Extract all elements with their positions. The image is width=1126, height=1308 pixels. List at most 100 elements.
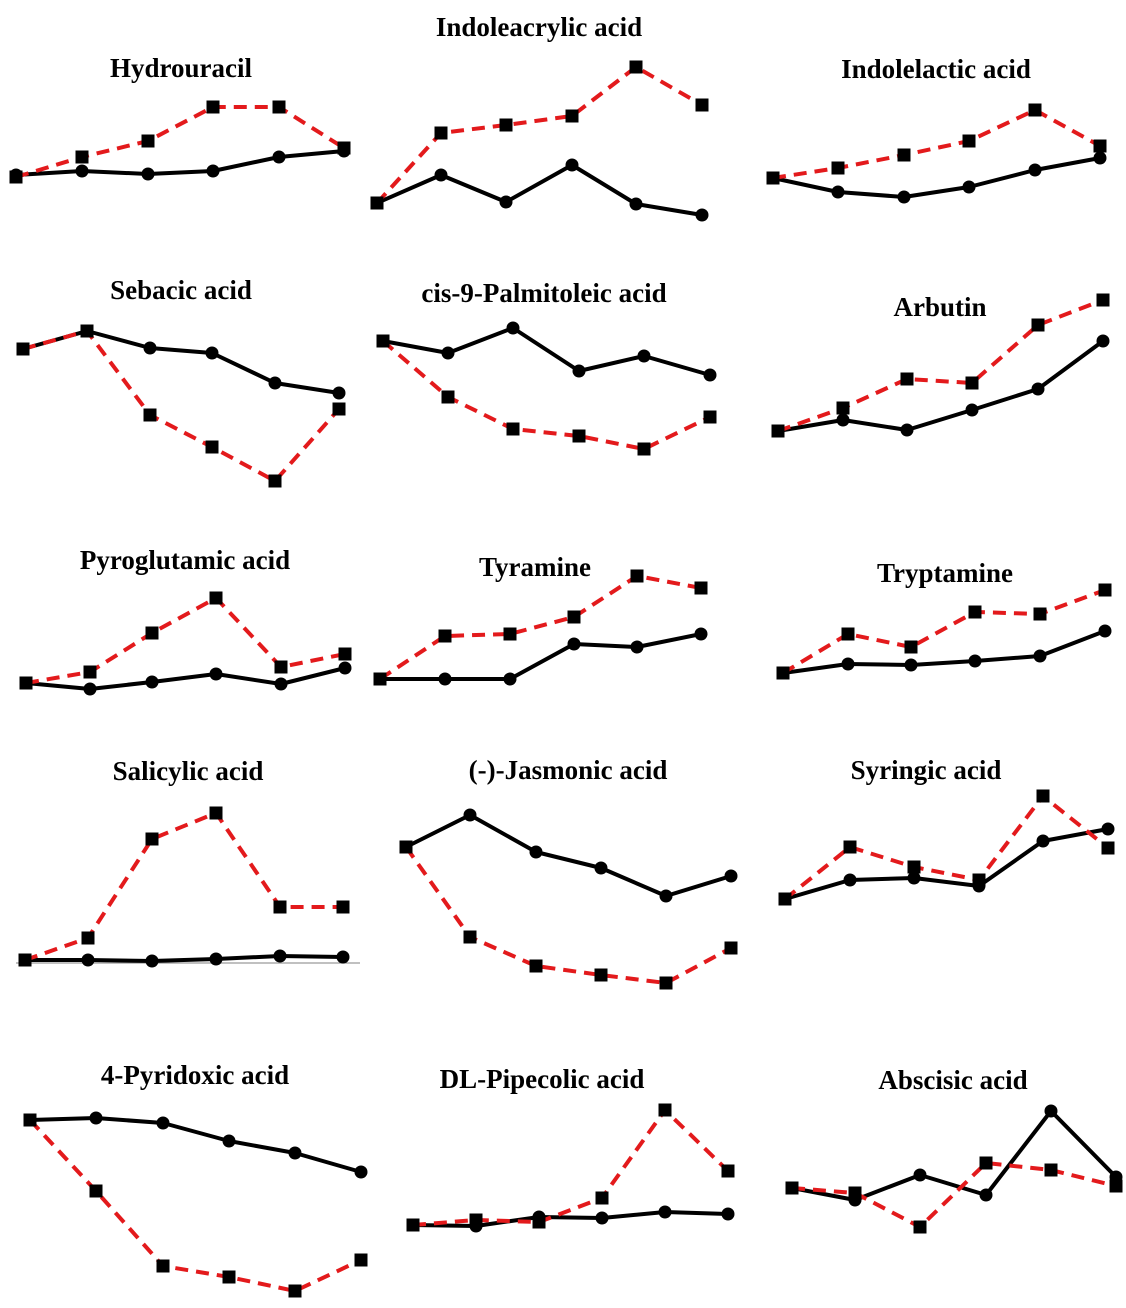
series-line-solid — [25, 666, 346, 691]
data-point-circle — [499, 195, 513, 209]
data-point-square — [1093, 139, 1107, 153]
data-point-circle — [206, 164, 220, 178]
panel-title: Arbutin — [893, 292, 986, 322]
data-point-square — [724, 941, 738, 955]
panel-title: DL-Pipecolic acid — [440, 1064, 645, 1094]
data-point-square — [841, 627, 855, 641]
data-point-square — [1036, 789, 1050, 803]
data-point-square — [399, 840, 413, 854]
series-line-dashed — [24, 811, 343, 962]
data-point-square — [630, 569, 644, 583]
data-point-circle — [1098, 624, 1112, 638]
data-point-circle — [222, 1134, 236, 1148]
data-point-square — [721, 1164, 735, 1178]
data-point-square — [659, 976, 673, 990]
data-point-square — [1033, 607, 1047, 621]
series-line-dashed — [15, 105, 346, 179]
data-point-square — [913, 1220, 927, 1234]
series-line-dashed — [28, 1118, 362, 1293]
series-line-solid — [382, 326, 711, 377]
data-point-square — [1098, 583, 1112, 597]
series-line-solid — [791, 1109, 1118, 1202]
data-point-circle — [1028, 163, 1042, 177]
series-line-solid — [376, 163, 703, 217]
data-point-circle — [637, 349, 651, 363]
data-point-circle — [141, 167, 155, 181]
data-point-square — [776, 666, 790, 680]
data-point-square — [23, 1113, 37, 1127]
panel-title: Indolelactic acid — [841, 54, 1031, 84]
data-point-circle — [272, 150, 286, 164]
panel-3: Sebacic acid — [16, 275, 346, 488]
data-point-square — [80, 324, 94, 338]
data-point-circle — [565, 158, 579, 172]
data-point-circle — [694, 627, 708, 641]
series-line-dashed — [777, 298, 1104, 433]
data-point-square — [89, 1184, 103, 1198]
data-point-square — [434, 126, 448, 140]
data-point-square — [907, 860, 921, 874]
series-line-solid — [782, 629, 1106, 675]
data-point-square — [145, 626, 159, 640]
data-point-square — [962, 134, 976, 148]
panel-title: Indoleacrylic acid — [436, 12, 642, 42]
data-point-square — [75, 150, 89, 164]
panel-title: cis-9-Palmitoleic acid — [421, 278, 666, 308]
data-point-square — [18, 953, 32, 967]
series-line-solid — [772, 156, 1101, 199]
data-point-square — [771, 424, 785, 438]
data-point-square — [141, 134, 155, 148]
data-point-square — [373, 672, 387, 686]
data-point-circle — [273, 949, 287, 963]
data-point-square — [499, 118, 513, 132]
panel-title: Salicylic acid — [113, 756, 264, 786]
data-point-circle — [441, 346, 455, 360]
data-point-square — [572, 429, 586, 443]
data-point-square — [904, 640, 918, 654]
data-point-square — [1044, 1163, 1058, 1177]
data-point-square — [19, 676, 33, 690]
data-point-circle — [209, 667, 223, 681]
data-point-circle — [843, 873, 857, 887]
data-point-circle — [1036, 834, 1050, 848]
data-point-square — [463, 930, 477, 944]
data-point-square — [288, 1284, 302, 1298]
data-point-circle — [81, 953, 95, 967]
data-point-circle — [354, 1165, 368, 1179]
data-point-square — [703, 410, 717, 424]
data-point-circle — [900, 423, 914, 437]
panel-2: Indolelactic acid — [766, 54, 1107, 204]
data-point-square — [506, 422, 520, 436]
data-point-circle — [143, 341, 157, 355]
series-line-solid — [25, 954, 344, 963]
data-point-square — [694, 581, 708, 595]
data-point-circle — [831, 185, 845, 199]
series-line-solid — [405, 813, 732, 898]
panel-title: Tyramine — [479, 552, 591, 582]
data-point-square — [16, 342, 30, 356]
data-point-circle — [503, 672, 517, 686]
data-point-square — [595, 1191, 609, 1205]
data-point-square — [968, 605, 982, 619]
series-line-dashed — [25, 596, 346, 685]
series-line-dashed — [412, 1108, 730, 1227]
data-point-circle — [721, 1207, 735, 1221]
data-point-circle — [145, 675, 159, 689]
data-point-square — [205, 440, 219, 454]
data-point-square — [695, 98, 709, 112]
data-point-circle — [965, 403, 979, 417]
data-point-square — [843, 840, 857, 854]
data-point-circle — [907, 871, 921, 885]
data-point-square — [900, 372, 914, 386]
data-point-circle — [1044, 1104, 1058, 1118]
panel-10: (-)-Jasmonic acid — [399, 755, 738, 990]
data-point-square — [354, 1253, 368, 1267]
data-point-circle — [529, 845, 543, 859]
data-point-square — [836, 401, 850, 415]
data-point-circle — [841, 657, 855, 671]
data-point-circle — [904, 658, 918, 672]
data-point-square — [629, 60, 643, 74]
data-point-circle — [89, 1111, 103, 1125]
data-point-circle — [630, 640, 644, 654]
